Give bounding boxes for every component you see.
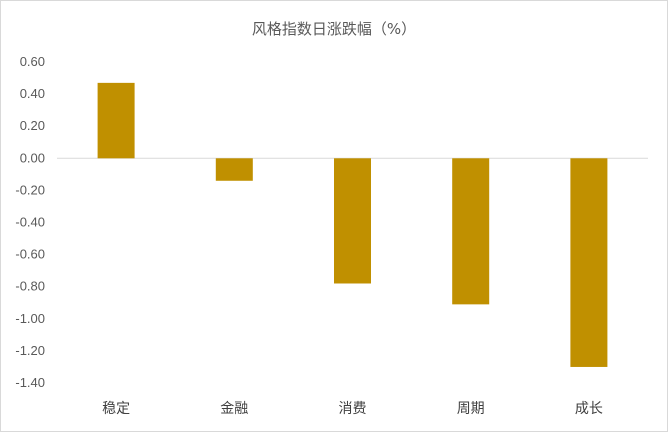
bar-5	[570, 158, 608, 367]
y-tick-label: -0.60	[15, 247, 45, 262]
y-tick-label: -1.40	[15, 375, 45, 390]
category-label: 稳定	[102, 401, 130, 417]
bar-2	[215, 158, 253, 181]
y-tick-label: -0.40	[15, 215, 45, 230]
y-tick-label: 0.60	[20, 54, 45, 69]
y-tick-label: -0.20	[15, 182, 45, 197]
bar-3	[334, 158, 371, 284]
bar-1	[97, 82, 135, 159]
chart-title: 风格指数日涨跌幅（%）	[251, 20, 417, 38]
y-tick-label: -1.20	[15, 343, 45, 358]
y-tick-label: 0.00	[20, 150, 45, 165]
y-tick-label: 0.40	[20, 86, 45, 101]
category-label: 成长	[575, 401, 603, 417]
category-label: 周期	[457, 401, 485, 417]
category-label: 金融	[220, 401, 248, 417]
bar-4	[452, 158, 490, 305]
y-tick-label: 0.20	[20, 118, 45, 133]
y-tick-label: -1.00	[15, 311, 45, 326]
y-tick-label: -0.80	[15, 279, 45, 294]
category-label: 消费	[339, 401, 367, 417]
